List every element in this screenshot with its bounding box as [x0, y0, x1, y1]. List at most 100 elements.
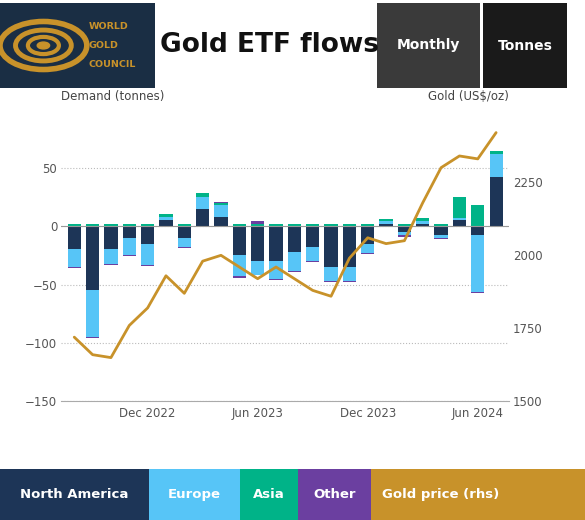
Bar	[361, 224, 374, 226]
Bar	[233, 276, 246, 278]
Bar	[141, 265, 154, 266]
Bar	[104, 250, 118, 264]
Bar	[123, 255, 136, 256]
Bar	[251, 226, 264, 261]
Bar	[141, 244, 154, 265]
Bar	[68, 267, 81, 268]
Text: Demand (tonnes): Demand (tonnes)	[61, 90, 165, 103]
Bar	[343, 267, 356, 281]
Bar	[251, 224, 264, 226]
Bar	[380, 219, 393, 222]
Bar	[325, 281, 338, 282]
Text: Europe: Europe	[168, 488, 221, 501]
Bar	[471, 205, 484, 226]
Bar	[123, 238, 136, 255]
Bar	[214, 217, 228, 226]
Bar	[104, 264, 118, 265]
Bar	[343, 281, 356, 282]
Bar	[86, 224, 99, 226]
Bar	[178, 226, 191, 238]
Bar	[306, 261, 319, 262]
Bar	[251, 261, 264, 275]
Bar	[270, 224, 283, 226]
Bar	[178, 224, 191, 226]
Bar	[453, 197, 466, 218]
Bar	[453, 220, 466, 226]
Bar	[178, 238, 191, 247]
Bar	[325, 267, 338, 281]
Bar	[68, 224, 81, 226]
Bar	[214, 205, 228, 217]
Bar	[288, 224, 301, 226]
Bar	[270, 261, 283, 279]
Bar	[86, 337, 99, 339]
Bar	[233, 255, 246, 276]
Bar	[288, 226, 301, 252]
Text: Gold ETF flows: Gold ETF flows	[160, 32, 378, 58]
Bar	[343, 224, 356, 226]
Bar	[453, 218, 466, 220]
Bar	[325, 226, 338, 267]
Text: WORLD: WORLD	[88, 22, 128, 31]
Bar	[104, 224, 118, 226]
Bar	[141, 226, 154, 244]
Text: Monthly: Monthly	[397, 38, 460, 53]
Bar	[490, 151, 503, 153]
Bar	[490, 226, 503, 227]
Bar	[196, 226, 209, 227]
Bar	[159, 220, 173, 226]
Bar	[398, 232, 411, 236]
Bar	[196, 193, 209, 197]
Bar	[361, 244, 374, 253]
Bar	[343, 226, 356, 267]
Bar	[398, 224, 411, 226]
Text: North America: North America	[20, 488, 129, 501]
Bar	[398, 236, 411, 237]
Bar	[159, 214, 173, 217]
Bar	[361, 253, 374, 254]
Bar	[233, 226, 246, 255]
Bar	[104, 226, 118, 250]
Text: Gold price (rhs): Gold price (rhs)	[381, 488, 499, 501]
Bar	[416, 226, 429, 227]
Bar	[380, 222, 393, 224]
Bar	[123, 224, 136, 226]
Bar	[233, 224, 246, 226]
Text: COUNCIL: COUNCIL	[88, 60, 136, 69]
Bar	[306, 247, 319, 261]
Bar	[490, 177, 503, 226]
Bar	[361, 226, 374, 244]
Bar	[435, 236, 448, 238]
Text: Tonnes: Tonnes	[498, 38, 552, 53]
Bar	[306, 224, 319, 226]
Text: Other: Other	[314, 488, 356, 501]
Bar	[435, 224, 448, 226]
Bar	[380, 226, 393, 227]
Bar	[159, 226, 173, 227]
Bar	[416, 224, 429, 226]
Text: Gold (US$/oz): Gold (US$/oz)	[428, 90, 509, 103]
Bar	[196, 209, 209, 226]
Bar	[380, 224, 393, 226]
Text: GOLD: GOLD	[88, 41, 118, 50]
Bar	[159, 217, 173, 220]
Bar	[214, 202, 228, 203]
Bar	[196, 197, 209, 209]
Bar	[68, 226, 81, 250]
Bar	[416, 222, 429, 224]
Bar	[123, 226, 136, 238]
Bar	[86, 290, 99, 337]
Bar	[306, 226, 319, 247]
Bar	[471, 226, 484, 236]
Bar	[270, 279, 283, 280]
Bar	[141, 224, 154, 226]
Bar	[490, 153, 503, 177]
Bar	[416, 218, 429, 222]
Bar	[178, 247, 191, 249]
Bar	[471, 236, 484, 292]
Bar	[288, 252, 301, 270]
Text: Asia: Asia	[253, 488, 285, 501]
Bar	[471, 292, 484, 293]
Bar	[453, 226, 466, 227]
Bar	[288, 270, 301, 271]
